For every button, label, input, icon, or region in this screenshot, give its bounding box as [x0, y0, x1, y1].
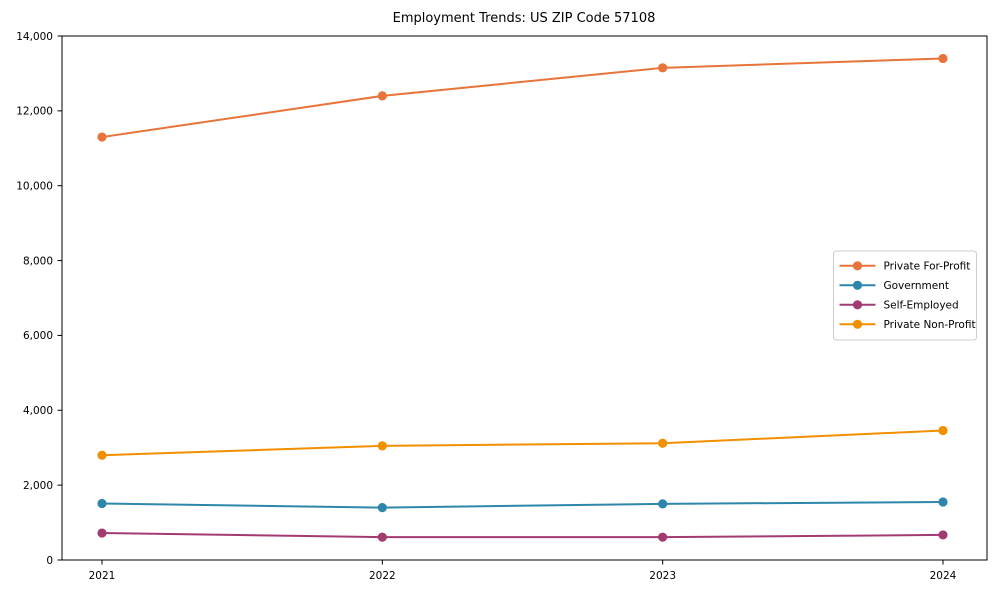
- legend-marker-icon: [852, 280, 863, 290]
- series-marker-self-employed: [658, 532, 668, 542]
- legend-label: Government: [884, 280, 949, 292]
- series-marker-government: [938, 497, 948, 507]
- axes-layer: 0 2,000 4,000 6,000 8,000 10,000 12,000 14,000 2…: [16, 31, 988, 582]
- chart-title: Employment Trends: US ZIP Code 57108: [393, 11, 656, 26]
- legend-item-self-employed: Self-Employed: [839, 300, 959, 312]
- x-axis-tick-label: 2021: [89, 570, 116, 582]
- y-axis-tick-label: 4,000: [23, 405, 53, 417]
- legend-marker-icon: [852, 300, 863, 310]
- y-axis-tick-label: 6,000: [23, 330, 53, 342]
- legend-label: Self-Employed: [884, 300, 959, 312]
- series-marker-private-for-profit: [377, 91, 387, 101]
- series-marker-private-for-profit: [658, 63, 668, 73]
- series-marker-government: [97, 498, 107, 509]
- legend-marker-icon: [852, 319, 863, 329]
- legend-item-private-for-profit: Private For-Profit: [839, 261, 971, 273]
- series-layer: [97, 53, 948, 542]
- series-marker-private-non-profit: [938, 425, 948, 436]
- x-axis-tick-label: 2022: [369, 570, 396, 582]
- series-line-private-non-profit: [101, 429, 944, 457]
- series-line-private-for-profit: [101, 57, 944, 139]
- series-marker-government: [377, 503, 387, 513]
- x-axis-tick-label: 2024: [930, 570, 957, 582]
- series-marker-private-non-profit: [97, 450, 107, 460]
- series-marker-private-for-profit: [938, 53, 948, 64]
- y-axis-tick-label: 10,000: [16, 181, 53, 193]
- series-line-self-employed: [101, 532, 944, 539]
- series-line-government: [101, 500, 944, 509]
- legend-item-government: Government: [839, 280, 949, 292]
- plot-box: [61, 35, 988, 561]
- series-marker-private-non-profit: [377, 441, 387, 451]
- x-axis-tick-label: 2023: [649, 570, 676, 582]
- series-marker-government: [658, 499, 668, 509]
- series-marker-self-employed: [377, 532, 387, 542]
- series-marker-private-for-profit: [97, 132, 107, 142]
- y-axis-tick-label: 8,000: [23, 255, 53, 267]
- series-marker-self-employed: [938, 530, 948, 540]
- legend-item-private-non-profit: Private Non-Profit: [839, 319, 976, 331]
- y-axis-tick-label: 0: [46, 555, 53, 567]
- series-marker-self-employed: [97, 528, 107, 538]
- legend-box: [833, 250, 977, 341]
- y-axis-tick-label: 2,000: [23, 480, 53, 492]
- series-marker-private-non-profit: [658, 438, 668, 448]
- legend-label: Private Non-Profit: [884, 319, 976, 331]
- y-axis-tick-label: 14,000: [16, 31, 53, 43]
- legend-label: Private For-Profit: [884, 261, 971, 273]
- legend: Private For-Profit Government Self-Employe…: [833, 250, 977, 341]
- y-axis-tick-label: 12,000: [16, 106, 53, 118]
- legend-marker-icon: [852, 261, 863, 271]
